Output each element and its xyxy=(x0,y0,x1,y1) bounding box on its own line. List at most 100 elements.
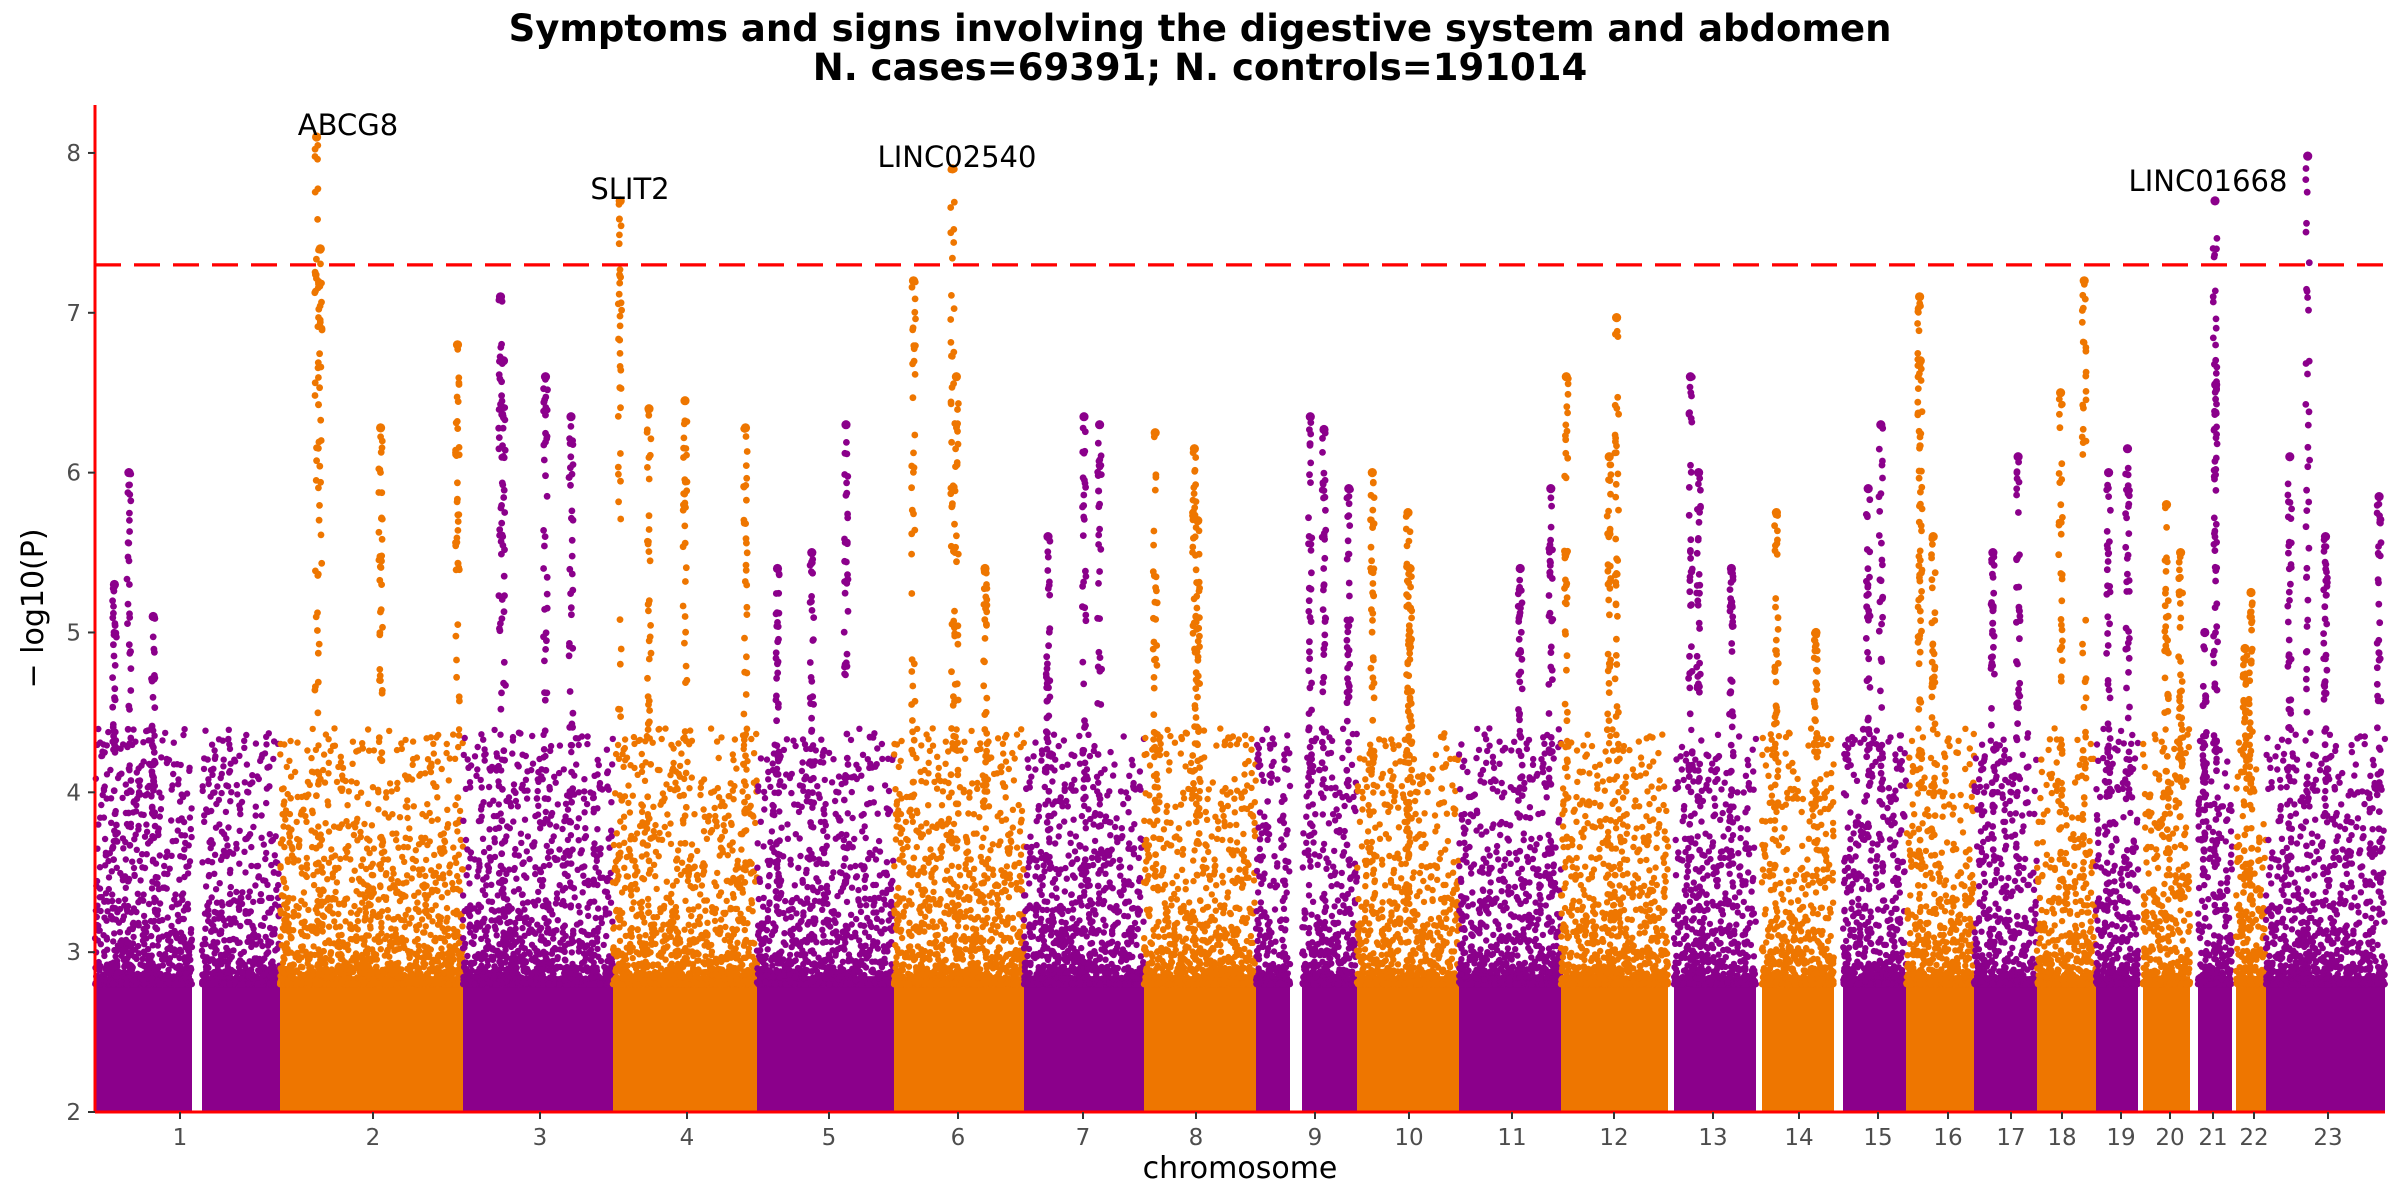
data-point xyxy=(248,862,255,870)
data-point xyxy=(402,834,409,841)
data-point xyxy=(584,740,591,748)
data-point xyxy=(339,772,346,779)
data-point xyxy=(361,820,368,828)
data-point xyxy=(309,725,316,733)
data-point xyxy=(320,948,327,955)
data-point xyxy=(122,781,129,788)
data-point xyxy=(492,980,499,988)
data-point xyxy=(271,852,278,859)
data-point xyxy=(241,848,248,855)
data-point xyxy=(220,980,228,987)
data-point xyxy=(594,771,601,778)
data-point xyxy=(575,815,582,822)
data-point xyxy=(255,873,263,880)
data-point xyxy=(486,801,493,808)
data-point xyxy=(411,892,418,899)
data-point xyxy=(156,813,163,820)
data-point xyxy=(581,809,588,816)
data-point xyxy=(377,882,384,889)
data-point xyxy=(345,946,352,954)
data-point xyxy=(138,811,145,818)
data-point xyxy=(554,801,561,808)
data-point xyxy=(479,835,487,842)
data-point xyxy=(165,937,172,944)
data-point xyxy=(212,979,219,986)
data-point xyxy=(553,890,561,897)
data-point xyxy=(337,855,344,863)
data-point xyxy=(459,923,466,930)
data-point xyxy=(400,942,407,949)
data-point xyxy=(164,848,171,855)
data-point xyxy=(486,826,493,833)
data-point xyxy=(375,896,382,903)
data-point xyxy=(218,960,225,968)
data-point xyxy=(107,912,115,920)
data-point xyxy=(584,904,591,911)
data-point xyxy=(459,916,467,924)
data-point xyxy=(349,760,356,767)
data-point xyxy=(545,903,552,911)
data-point xyxy=(204,857,212,865)
data-point xyxy=(222,808,230,816)
data-point xyxy=(550,935,557,942)
data-point xyxy=(386,942,394,949)
data-point xyxy=(220,763,227,770)
data-point xyxy=(354,954,361,962)
data-point xyxy=(361,979,368,986)
data-point xyxy=(386,727,393,735)
data-point xyxy=(135,822,142,830)
data-point xyxy=(543,954,550,962)
data-point xyxy=(252,740,260,747)
data-point xyxy=(303,793,310,801)
data-point xyxy=(503,968,511,975)
data-point xyxy=(513,875,520,882)
data-point xyxy=(545,848,553,856)
data-point xyxy=(422,856,430,864)
data-point xyxy=(324,798,331,805)
data-point xyxy=(304,747,311,754)
data-point xyxy=(267,939,274,946)
data-point xyxy=(105,885,113,893)
data-point xyxy=(140,912,148,920)
chart-title: Symptoms and signs involving the digesti… xyxy=(0,9,2400,49)
data-point xyxy=(268,837,275,845)
data-point xyxy=(441,881,449,888)
data-point xyxy=(181,954,188,961)
data-point xyxy=(186,814,194,821)
data-point xyxy=(282,807,290,814)
data-point xyxy=(564,836,572,844)
data-point xyxy=(460,751,467,759)
data-point xyxy=(333,778,341,786)
data-point xyxy=(412,857,420,865)
data-point xyxy=(269,975,276,983)
data-point xyxy=(265,909,272,916)
data-point xyxy=(310,923,317,930)
data-point xyxy=(458,866,466,873)
data-point xyxy=(481,751,488,759)
data-point xyxy=(268,861,275,869)
data-point xyxy=(235,906,243,913)
data-point xyxy=(136,782,143,790)
data-point xyxy=(111,930,118,937)
data-point xyxy=(454,885,461,893)
data-point xyxy=(425,892,432,899)
data-point xyxy=(314,917,321,924)
data-point xyxy=(303,854,310,862)
data-point xyxy=(561,902,569,909)
data-point xyxy=(522,752,529,760)
data-point xyxy=(103,851,111,858)
data-point xyxy=(165,966,172,974)
data-point xyxy=(107,795,115,802)
data-point xyxy=(535,768,542,776)
data-point xyxy=(296,841,303,849)
data-point xyxy=(327,949,335,956)
data-point xyxy=(242,910,249,917)
data-point xyxy=(218,927,225,934)
data-point xyxy=(300,971,307,979)
data-point xyxy=(152,908,159,916)
data-point xyxy=(178,832,185,839)
data-point xyxy=(215,736,223,743)
data-point xyxy=(154,828,162,836)
data-point xyxy=(582,975,589,982)
data-point xyxy=(172,964,180,971)
